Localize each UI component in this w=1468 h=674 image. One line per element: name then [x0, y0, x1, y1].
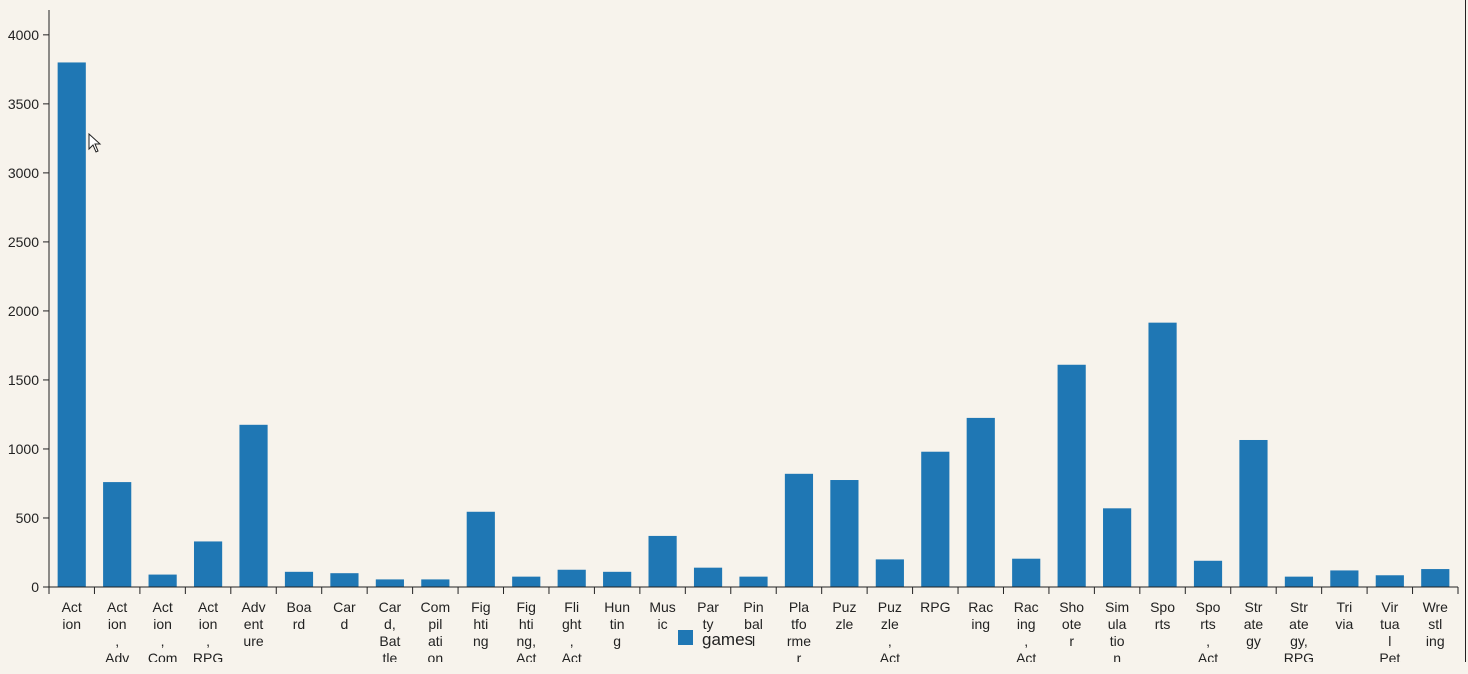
bar	[1057, 364, 1086, 587]
y-tick-label: 3000	[8, 165, 39, 181]
x-tick-label: Str ate gy	[1244, 599, 1264, 649]
x-axis: Act ion Act ion, Adv Act ion, Com Act ion, RPG Adv e…	[0, 586, 1468, 674]
y-tick-label: 2500	[8, 234, 39, 250]
bar	[57, 62, 86, 588]
x-tick-label: Spo rts	[1150, 599, 1175, 632]
x-tick-label: Adv ent ure	[241, 599, 265, 649]
x-tick-label: Car d, Bat tle	[379, 599, 402, 666]
x-tick-label: Rac ing	[968, 599, 993, 632]
x-tick-label: Pin bal l	[743, 599, 763, 649]
y-tick-label: 1000	[8, 441, 39, 457]
x-tick-label: Mus ic	[649, 599, 675, 632]
x-tick-label: Wre stl ing	[1423, 599, 1449, 649]
x-tick-label: Tri via	[1335, 599, 1353, 632]
x-tick-label: Spo rts, Act	[1196, 599, 1221, 666]
x-tick-label: Str ate gy, RPG	[1284, 599, 1314, 666]
x-tick-label: Pla tfo rme r	[787, 599, 811, 666]
bar	[1193, 560, 1223, 587]
x-tick-label: Fig hti ng	[471, 599, 490, 649]
bar	[1421, 569, 1450, 587]
x-tick-label: Boa rd	[287, 599, 312, 632]
bar	[239, 424, 268, 587]
bar	[103, 482, 132, 587]
bar	[739, 576, 768, 587]
x-tick-label: Com pil ati on	[421, 599, 451, 666]
legend-label: games	[702, 630, 753, 649]
bar	[148, 574, 177, 587]
y-tick-label: 1500	[8, 372, 39, 388]
bar	[466, 511, 495, 587]
bar	[421, 579, 450, 587]
bar	[193, 541, 223, 587]
bar	[1012, 558, 1041, 587]
y-tick-label: 3500	[8, 96, 39, 112]
bar	[603, 571, 632, 587]
legend: games	[678, 630, 753, 649]
x-tick-label: Rac ing, Act	[1014, 599, 1039, 666]
x-tick-label: Hun tin g	[604, 599, 630, 649]
bar	[784, 473, 814, 587]
bar	[284, 571, 314, 587]
x-tick-label: Act ion, Com	[148, 599, 178, 666]
x-tick-label: Fig hti ng, Act	[516, 599, 536, 666]
x-tick-label: Car d	[333, 599, 356, 632]
x-tick-label: Sim ula tio n	[1105, 599, 1129, 666]
bar	[512, 576, 541, 587]
bar	[557, 569, 586, 587]
y-axis: 0 500 1000 1500 2000 2500 3000 3500 4000	[8, 10, 50, 595]
bar	[1103, 508, 1132, 587]
bar	[1330, 570, 1359, 587]
x-tick-label: Sho ote r	[1059, 599, 1084, 649]
y-tick-label: 4000	[8, 27, 39, 43]
x-tick-label: Par ty	[697, 599, 719, 632]
bar	[693, 567, 723, 587]
x-tick-label: Puz zle	[832, 599, 856, 632]
bar	[875, 559, 904, 587]
label-clip	[0, 662, 1468, 674]
x-tick-label: Fli ght, Act	[562, 599, 582, 666]
bar	[375, 579, 404, 587]
x-tick-label: Act ion	[62, 599, 82, 632]
x-tick-label: Act ion, RPG	[193, 599, 223, 666]
bar	[1148, 322, 1177, 587]
bar	[1375, 575, 1404, 587]
x-tick-label: Vir tua l Pet	[1379, 599, 1400, 666]
y-tick-label: 2000	[8, 303, 39, 319]
x-tick-label: Puz zle, Act	[878, 599, 902, 666]
y-tick-label: 500	[16, 510, 40, 526]
mouse-pointer-icon	[88, 133, 102, 153]
y-tick-label: 0	[31, 579, 39, 595]
x-tick-label: RPG	[920, 599, 950, 615]
x-tick-label: Act ion, Adv	[105, 599, 129, 666]
bar	[966, 417, 995, 587]
bar	[1284, 576, 1314, 587]
bar	[830, 480, 859, 587]
bar	[1239, 439, 1268, 587]
bar	[648, 535, 677, 587]
bar	[330, 573, 359, 587]
plot-area	[57, 62, 1450, 588]
bar	[921, 451, 950, 587]
legend-swatch	[678, 630, 693, 645]
